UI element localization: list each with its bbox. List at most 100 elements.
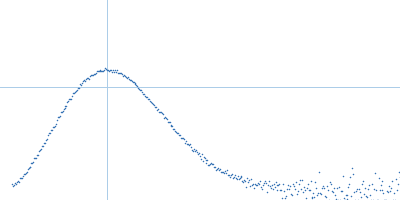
Point — [61, 106, 68, 109]
Point — [77, 83, 83, 86]
Point — [134, 85, 141, 88]
Point — [347, 175, 354, 178]
Point — [280, 182, 286, 186]
Point — [266, 185, 273, 188]
Point — [135, 87, 142, 90]
Point — [142, 94, 148, 97]
Point — [318, 193, 324, 196]
Point — [302, 189, 308, 192]
Point — [241, 178, 248, 182]
Point — [169, 124, 176, 127]
Point — [20, 173, 27, 176]
Point — [120, 74, 126, 78]
Point — [9, 183, 15, 186]
Point — [352, 198, 358, 200]
Point — [338, 189, 344, 192]
Point — [47, 132, 53, 135]
Point — [132, 83, 139, 86]
Point — [154, 108, 160, 111]
Point — [346, 182, 353, 185]
Point — [298, 187, 304, 191]
Point — [14, 180, 20, 184]
Point — [234, 174, 241, 178]
Point — [275, 183, 282, 187]
Point — [162, 116, 169, 119]
Point — [12, 182, 18, 185]
Point — [232, 174, 238, 177]
Point — [26, 165, 33, 168]
Point — [97, 69, 104, 72]
Point — [354, 188, 360, 191]
Point — [204, 158, 211, 161]
Point — [16, 177, 23, 180]
Point — [145, 97, 151, 100]
Point — [284, 188, 290, 191]
Point — [323, 196, 329, 199]
Point — [384, 189, 390, 192]
Point — [210, 163, 216, 166]
Point — [187, 143, 193, 146]
Point — [381, 198, 388, 200]
Point — [387, 190, 394, 193]
Point — [164, 120, 171, 124]
Point — [201, 156, 208, 159]
Point — [100, 69, 107, 72]
Point — [80, 80, 86, 83]
Point — [245, 180, 252, 183]
Point — [268, 184, 275, 187]
Point — [164, 118, 170, 121]
Point — [259, 187, 265, 190]
Point — [139, 91, 146, 94]
Point — [379, 189, 386, 192]
Point — [355, 198, 361, 200]
Point — [92, 71, 99, 75]
Point — [30, 160, 36, 163]
Point — [106, 69, 112, 72]
Point — [325, 189, 331, 192]
Point — [146, 97, 152, 100]
Point — [94, 69, 101, 72]
Point — [324, 184, 330, 187]
Point — [44, 138, 50, 141]
Point — [155, 108, 161, 111]
Point — [180, 136, 186, 139]
Point — [45, 133, 51, 137]
Point — [264, 183, 271, 186]
Point — [308, 195, 315, 198]
Point — [276, 182, 283, 185]
Point — [37, 149, 44, 152]
Point — [288, 192, 294, 195]
Point — [253, 183, 259, 186]
Point — [310, 192, 317, 195]
Point — [71, 92, 78, 95]
Point — [69, 94, 76, 97]
Point — [162, 115, 168, 119]
Point — [396, 171, 400, 174]
Point — [33, 156, 40, 159]
Point — [90, 74, 96, 77]
Point — [11, 183, 17, 186]
Point — [52, 123, 59, 126]
Point — [283, 194, 290, 198]
Point — [198, 157, 204, 161]
Point — [122, 76, 129, 79]
Point — [317, 192, 324, 195]
Point — [353, 189, 360, 192]
Point — [112, 68, 118, 72]
Point — [220, 170, 226, 173]
Point — [94, 70, 100, 73]
Point — [58, 111, 64, 114]
Point — [218, 170, 224, 173]
Point — [151, 103, 157, 107]
Point — [56, 115, 63, 118]
Point — [385, 190, 392, 193]
Point — [372, 171, 378, 174]
Point — [254, 183, 260, 186]
Point — [138, 89, 144, 92]
Point — [248, 177, 254, 180]
Point — [211, 165, 218, 169]
Point — [219, 171, 225, 174]
Point — [291, 185, 297, 188]
Point — [239, 179, 246, 183]
Point — [277, 188, 284, 192]
